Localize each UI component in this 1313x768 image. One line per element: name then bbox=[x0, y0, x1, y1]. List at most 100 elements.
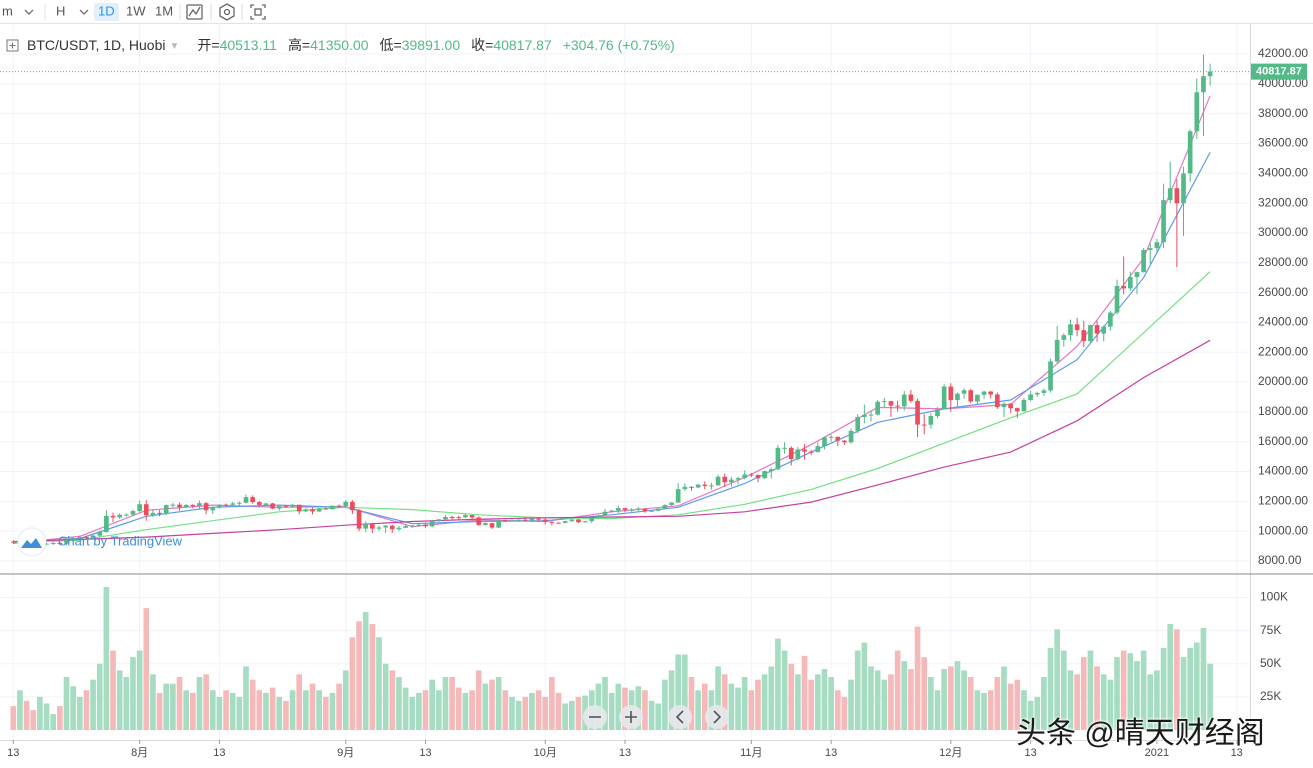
volume-bar bbox=[402, 687, 409, 730]
volume-bar bbox=[828, 677, 834, 730]
volume-bar bbox=[329, 692, 336, 730]
candle-body bbox=[629, 509, 634, 511]
volume-bar bbox=[1054, 629, 1061, 730]
candle-body bbox=[1141, 249, 1146, 273]
y-tick-label: 22000.00 bbox=[1258, 344, 1308, 358]
dropdown-icon[interactable] bbox=[24, 9, 34, 15]
x-tick-label: 13 bbox=[825, 747, 837, 759]
volume-bar bbox=[688, 677, 695, 730]
candle-body bbox=[77, 536, 83, 539]
volume-bar bbox=[908, 669, 914, 730]
y-tick-label: 36000.00 bbox=[1258, 136, 1308, 150]
volume-bar bbox=[209, 690, 216, 730]
volume-bar bbox=[987, 690, 994, 730]
volume-bar bbox=[1027, 700, 1034, 730]
volume-bar bbox=[223, 690, 229, 730]
toolbar-item[interactable]: H bbox=[56, 3, 65, 18]
candle-body bbox=[995, 394, 1000, 408]
volume-bar bbox=[442, 677, 449, 730]
y-tick-label: 16000.00 bbox=[1258, 434, 1308, 448]
volume-bar bbox=[429, 679, 436, 730]
legend-value: 40817.87 bbox=[493, 37, 552, 53]
volume-bar bbox=[841, 696, 848, 730]
volume-bar bbox=[316, 690, 322, 730]
y-tick-label: 42000.00 bbox=[1258, 46, 1308, 60]
toolbar-item[interactable]: 1D bbox=[98, 3, 115, 18]
volume-bar bbox=[509, 696, 515, 730]
volume-bar bbox=[349, 637, 356, 730]
zoom-controls[interactable] bbox=[583, 705, 729, 729]
candle-body bbox=[350, 501, 355, 511]
selected-interval[interactable] bbox=[94, 3, 119, 21]
volume-bar bbox=[76, 696, 83, 730]
candle-layer bbox=[10, 54, 1213, 546]
candle-body bbox=[1181, 173, 1186, 204]
candle-body bbox=[881, 401, 887, 403]
volume-bar bbox=[568, 700, 575, 730]
volume-bar bbox=[781, 650, 788, 730]
candle-body bbox=[848, 430, 854, 443]
volume-bar bbox=[954, 661, 961, 730]
volume-bar bbox=[50, 714, 57, 730]
caret[interactable]: ▼ bbox=[169, 41, 179, 52]
toolbar-item[interactable]: 1M bbox=[155, 3, 173, 18]
dropdown-icon[interactable] bbox=[79, 9, 89, 15]
candle-body bbox=[183, 504, 189, 508]
candle-body bbox=[1207, 71, 1213, 77]
volume-bar bbox=[821, 669, 828, 730]
scroll-left-button[interactable] bbox=[668, 705, 692, 729]
candle-body bbox=[443, 517, 448, 520]
candle-body bbox=[363, 524, 369, 529]
volume-bar bbox=[1154, 670, 1160, 730]
volume-bar bbox=[575, 696, 582, 730]
candle-body bbox=[463, 515, 468, 518]
volume-bar bbox=[1187, 647, 1193, 730]
candle-body bbox=[622, 508, 628, 510]
x-tick-label: 11月 bbox=[740, 747, 762, 759]
last-price-box bbox=[1251, 63, 1307, 80]
volume-bar bbox=[436, 690, 442, 730]
candle-body bbox=[237, 502, 242, 504]
last-price-label: 40817.87 bbox=[1256, 66, 1302, 78]
expand-icon[interactable] bbox=[6, 39, 19, 52]
candle-body bbox=[968, 390, 974, 402]
candle-body bbox=[582, 521, 588, 523]
scroll-right-button[interactable] bbox=[705, 705, 729, 729]
volume-bar bbox=[256, 690, 263, 730]
candle-body bbox=[124, 514, 129, 516]
toolbar-item[interactable]: 1W bbox=[126, 3, 146, 18]
candle-body bbox=[270, 503, 275, 509]
logo-badge bbox=[17, 527, 47, 557]
candle-body bbox=[1074, 324, 1080, 331]
volume-bar bbox=[535, 690, 542, 730]
volume-bar bbox=[602, 677, 608, 730]
volume-bar bbox=[675, 654, 682, 730]
candle-body bbox=[137, 504, 142, 512]
volume-bar bbox=[542, 696, 549, 730]
candle-body bbox=[549, 521, 555, 523]
legend-value: 40513.11 bbox=[220, 37, 278, 53]
left-icon bbox=[675, 710, 684, 724]
volume-bar bbox=[874, 670, 881, 730]
volume-bar bbox=[150, 674, 156, 730]
volume-bar bbox=[376, 637, 382, 730]
candle-body bbox=[1187, 131, 1193, 174]
volume-bar bbox=[216, 696, 223, 730]
x-tick-label: 13 bbox=[1024, 747, 1036, 759]
candle-body bbox=[709, 485, 714, 487]
volume-bar bbox=[814, 674, 821, 730]
volume-bar bbox=[356, 621, 362, 730]
toolbar-item[interactable]: m bbox=[2, 3, 13, 18]
candle-body bbox=[802, 449, 807, 452]
candle-body bbox=[84, 536, 89, 538]
volume-bar bbox=[502, 690, 509, 730]
expand-icon[interactable] bbox=[9, 42, 16, 49]
x-tick-label: 12月 bbox=[939, 747, 962, 759]
candle-body bbox=[1034, 392, 1040, 395]
candle-body bbox=[742, 474, 748, 479]
volume-bar bbox=[741, 677, 748, 730]
candle-body bbox=[256, 502, 262, 505]
candle-body bbox=[669, 502, 674, 506]
toolbar-icons[interactable] bbox=[186, 3, 266, 21]
